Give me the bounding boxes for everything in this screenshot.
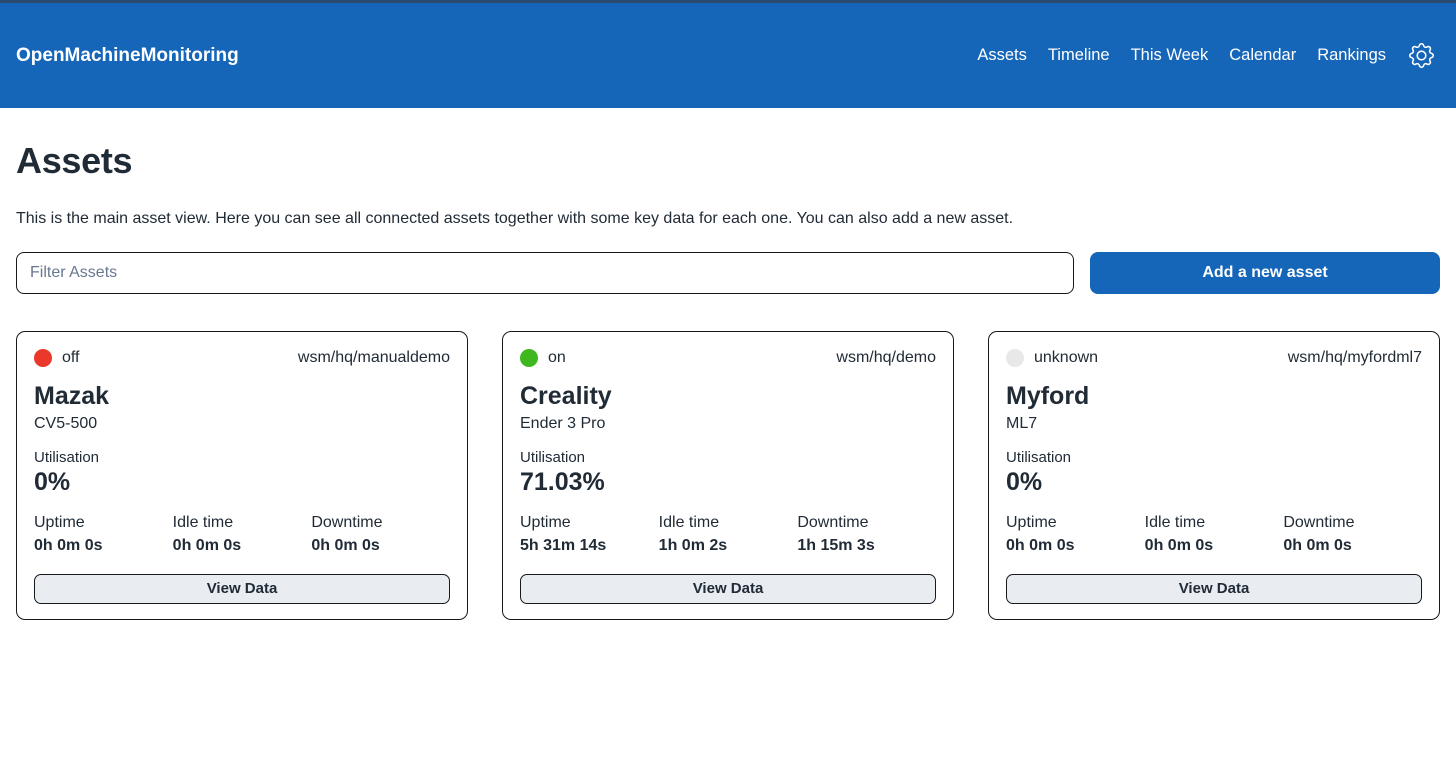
downtime-label: Downtime [797,513,869,531]
downtime-metric: Downtime 0h 0m 0s [1283,514,1422,555]
nav-item-rankings[interactable]: Rankings [1317,46,1386,64]
uptime-metric: Uptime 5h 31m 14s [520,514,659,555]
uptime-metric: Uptime 0h 0m 0s [34,514,173,555]
view-data-button[interactable]: View Data [520,573,936,604]
asset-name: Creality [520,382,612,410]
downtime-metric: Downtime 0h 0m 0s [311,514,450,555]
idle-time-metric: Idle time 0h 0m 0s [1145,514,1284,555]
asset-topic: wsm/hq/myfordml7 [1287,349,1422,366]
idle-time-value: 0h 0m 0s [1144,536,1214,554]
utilisation-value: 0% [34,467,71,496]
asset-card-mazak: off wsm/hq/manualdemo Mazak CV5-500 Util… [16,331,468,620]
asset-topic: wsm/hq/demo [836,349,936,366]
downtime-value: 0h 0m 0s [1283,536,1352,554]
downtime-label: Downtime [311,513,383,531]
gear-icon [1409,43,1434,68]
uptime-value: 5h 31m 14s [520,536,607,554]
card-status-row: on wsm/hq/demo [520,349,936,367]
idle-time-value: 0h 0m 0s [172,536,242,554]
main-nav: Assets Timeline This Week Calendar Ranki… [977,43,1434,68]
page-description: This is the main asset view. Here you ca… [16,210,1014,227]
idle-time-label: Idle time [172,513,234,531]
uptime-value: 0h 0m 0s [1006,536,1075,554]
metrics-row: Uptime 0h 0m 0s Idle time 0h 0m 0s Downt… [34,514,450,555]
status-dot [34,349,52,367]
nav-item-this-week[interactable]: This Week [1130,46,1209,64]
uptime-label: Uptime [520,513,571,531]
asset-model: Ender 3 Pro [520,414,606,432]
downtime-value: 1h 15m 3s [797,536,875,554]
downtime-metric: Downtime 1h 15m 3s [797,514,936,555]
filter-assets-input[interactable] [16,252,1074,294]
app-header: OpenMachineMonitoring Assets Timeline Th… [0,0,1456,108]
view-data-button[interactable]: View Data [34,573,450,604]
add-asset-button[interactable]: Add a new asset [1090,252,1440,294]
idle-time-metric: Idle time 1h 0m 2s [659,514,798,555]
status: unknown [1006,349,1098,367]
utilisation-label: Utilisation [1006,448,1072,466]
asset-name: Mazak [34,382,110,410]
uptime-value: 0h 0m 0s [34,536,103,554]
asset-cards-row: off wsm/hq/manualdemo Mazak CV5-500 Util… [16,331,1440,620]
asset-card-myford: unknown wsm/hq/myfordml7 Myford ML7 Util… [988,331,1440,620]
status: on [520,349,566,367]
view-data-button[interactable]: View Data [1006,573,1422,604]
idle-time-value: 1h 0m 2s [658,536,728,554]
status: off [34,349,80,367]
main-content: Assets This is the main asset view. Here… [0,140,1456,620]
status-dot [520,349,538,367]
settings-button[interactable] [1409,43,1434,68]
utilisation-label: Utilisation [34,448,100,466]
uptime-label: Uptime [1006,513,1057,531]
asset-card-creality: on wsm/hq/demo Creality Ender 3 Pro Util… [502,331,954,620]
asset-model: CV5-500 [34,414,98,432]
asset-name: Myford [1006,382,1090,410]
utilisation-label: Utilisation [520,448,586,466]
nav-item-timeline[interactable]: Timeline [1047,46,1110,64]
status-label: off [62,349,80,366]
downtime-value: 0h 0m 0s [311,536,380,554]
status-label: unknown [1034,349,1099,366]
page-title: Assets [16,140,133,181]
utilisation-value: 71.03% [520,467,605,496]
asset-topic: wsm/hq/manualdemo [297,349,450,366]
utilisation-value: 0% [1006,467,1043,496]
status-label: on [548,349,566,366]
brand-logo[interactable]: OpenMachineMonitoring [16,44,239,66]
status-dot [1006,349,1024,367]
idle-time-metric: Idle time 0h 0m 0s [173,514,312,555]
nav-item-calendar[interactable]: Calendar [1229,46,1297,64]
metrics-row: Uptime 0h 0m 0s Idle time 0h 0m 0s Downt… [1006,514,1422,555]
nav-item-assets[interactable]: Assets [977,46,1027,64]
uptime-metric: Uptime 0h 0m 0s [1006,514,1145,555]
asset-model: ML7 [1006,414,1038,432]
idle-time-label: Idle time [658,513,720,531]
filter-row: Add a new asset [16,252,1440,294]
uptime-label: Uptime [34,513,85,531]
downtime-label: Downtime [1283,513,1355,531]
card-status-row: unknown wsm/hq/myfordml7 [1006,349,1422,367]
idle-time-label: Idle time [1144,513,1206,531]
card-status-row: off wsm/hq/manualdemo [34,349,450,367]
metrics-row: Uptime 5h 31m 14s Idle time 1h 0m 2s Dow… [520,514,936,555]
